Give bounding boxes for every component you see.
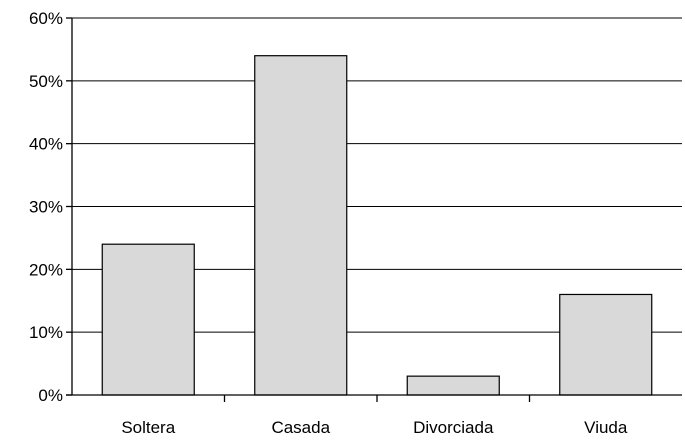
axes bbox=[66, 17, 682, 402]
bar-divorciada bbox=[406, 375, 500, 396]
x-category-label: Casada bbox=[271, 418, 330, 437]
x-category-label: Divorciada bbox=[413, 418, 494, 437]
y-axis-tick-labels: 0% 10% 20% 30% 40% 50% 60% bbox=[29, 9, 63, 405]
y-tick-label: 40% bbox=[29, 135, 63, 154]
y-tick-label: 50% bbox=[29, 72, 63, 91]
x-category-label: Viuda bbox=[584, 418, 628, 437]
y-tick-label: 20% bbox=[29, 260, 63, 279]
y-tick-label: 30% bbox=[29, 198, 63, 217]
bar-soltera bbox=[101, 243, 195, 396]
bar-viuda bbox=[559, 293, 653, 396]
bars bbox=[101, 55, 653, 396]
y-tick-label: 60% bbox=[29, 9, 63, 28]
bar-casada bbox=[254, 55, 348, 396]
x-category-label: Soltera bbox=[121, 418, 175, 437]
y-tick-label: 0% bbox=[38, 386, 63, 405]
y-tick-label: 10% bbox=[29, 323, 63, 342]
x-axis-category-labels: Soltera Casada Divorciada Viuda bbox=[121, 418, 628, 437]
